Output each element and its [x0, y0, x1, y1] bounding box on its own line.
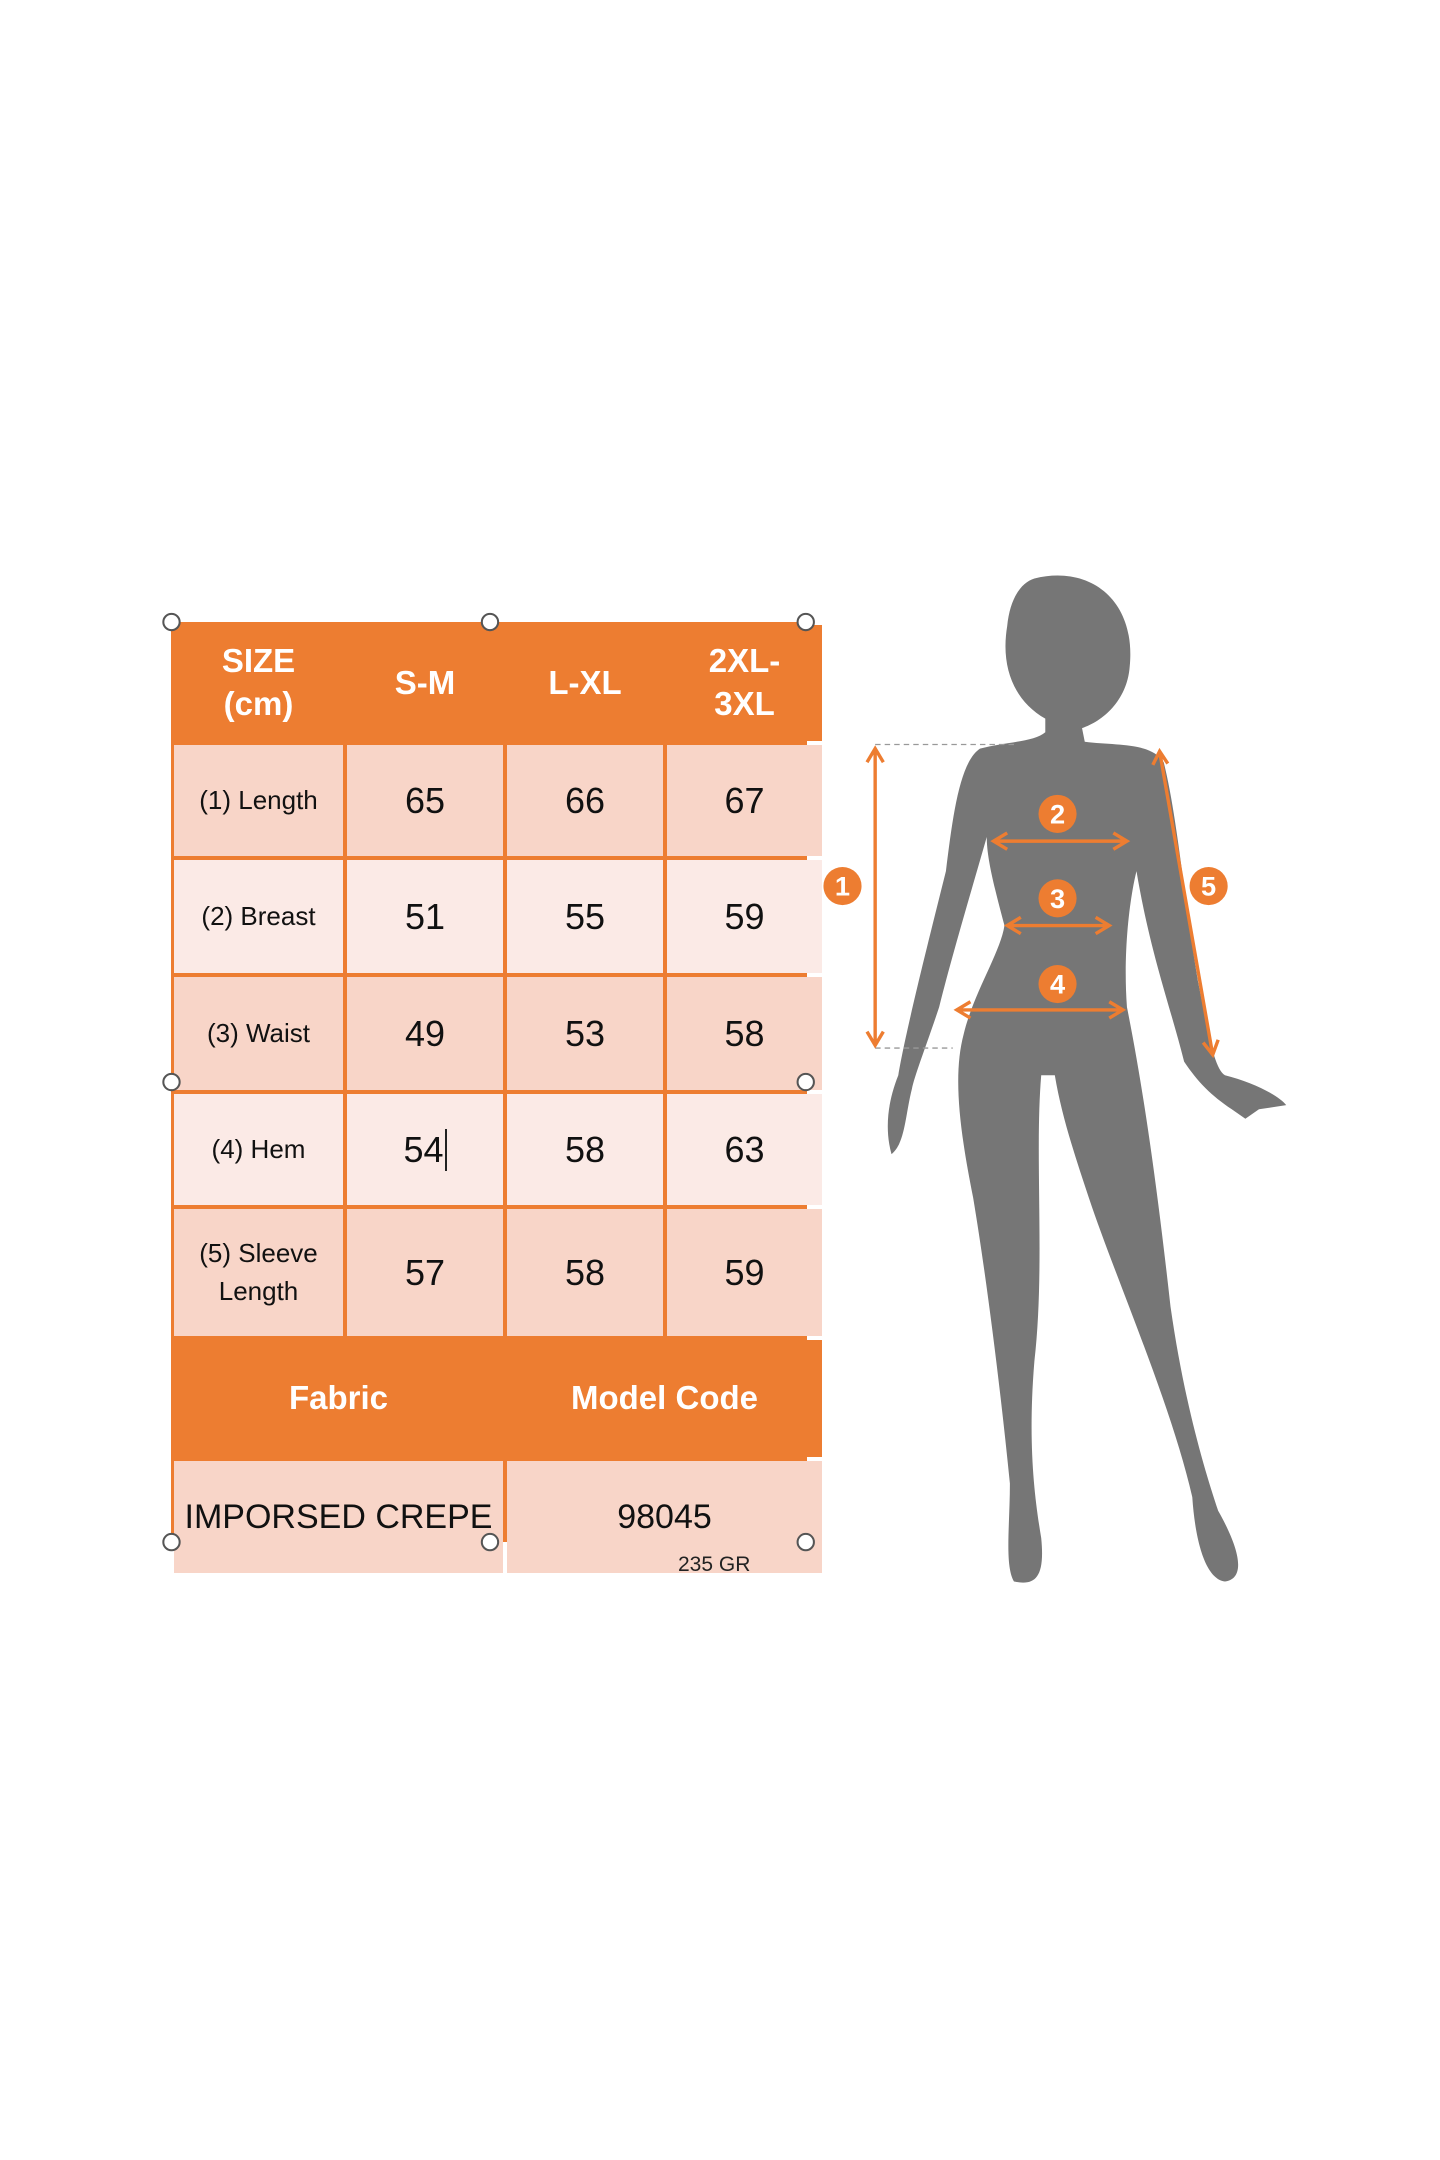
text-cursor-cell: 54 [403, 1128, 447, 1171]
table-cell: 59 [667, 860, 822, 973]
table-cell: 59 [667, 1209, 822, 1336]
table-cell: 65 [347, 745, 503, 856]
row-label-breast: (2) Breast [174, 860, 343, 973]
svg-text:4: 4 [1050, 969, 1065, 1000]
table-cell[interactable]: 54 [347, 1094, 503, 1205]
footer-header-fabric: Fabric [174, 1340, 503, 1457]
hem-arrow [953, 1000, 1127, 1020]
table-cell: 66 [507, 745, 663, 856]
row-label-length: (1) Length [174, 745, 343, 856]
header-l-xl: L-XL [507, 625, 663, 741]
svg-text:2: 2 [1050, 798, 1065, 829]
body-silhouette [887, 575, 1287, 1583]
header-s-m: S-M [347, 625, 503, 741]
guide-lines [875, 743, 1019, 1049]
fabric-value: IMPORSED CREPE [174, 1461, 503, 1573]
table-cell: 58 [667, 977, 822, 1090]
table-cell: 58 [507, 1094, 663, 1205]
table-cell: 53 [507, 977, 663, 1090]
svg-text:5: 5 [1201, 871, 1216, 902]
marker-1: 1 [823, 866, 862, 906]
measurement-arrows [865, 745, 1220, 1059]
table-cell: 55 [507, 860, 663, 973]
row-label-hem: (4) Hem [174, 1094, 343, 1205]
table-cell: 57 [347, 1209, 503, 1336]
marker-2: 2 [1038, 794, 1077, 833]
header-size: SIZE (cm) [174, 625, 343, 741]
table-cell: 49 [347, 977, 503, 1090]
marker-4: 4 [1038, 964, 1077, 1004]
table-cell: 63 [667, 1094, 822, 1205]
waist-arrow [1003, 915, 1113, 936]
table-cell: 58 [507, 1209, 663, 1336]
size-chart-table: SIZE (cm) S-M L-XL 2XL- 3XL (1) Length 6… [171, 622, 822, 1573]
marker-5: 5 [1189, 866, 1228, 906]
breast-arrow [990, 831, 1131, 851]
length-arrow [865, 745, 885, 1049]
svg-text:1: 1 [835, 871, 850, 902]
weight-label: 235 GR [678, 1553, 751, 1576]
table-cell: 67 [667, 745, 822, 856]
sleeve-arrow [1151, 747, 1220, 1059]
footer-header-model-code: Model Code [507, 1340, 822, 1457]
marker-3: 3 [1038, 879, 1077, 918]
row-label-waist: (3) Waist [174, 977, 343, 1090]
header-2xl-3xl: 2XL- 3XL [667, 625, 822, 741]
table-cell: 51 [347, 860, 503, 973]
svg-text:3: 3 [1050, 883, 1065, 914]
row-label-sleeve-length: (5) Sleeve Length [174, 1209, 343, 1336]
model-code-value: 98045 [507, 1461, 822, 1573]
